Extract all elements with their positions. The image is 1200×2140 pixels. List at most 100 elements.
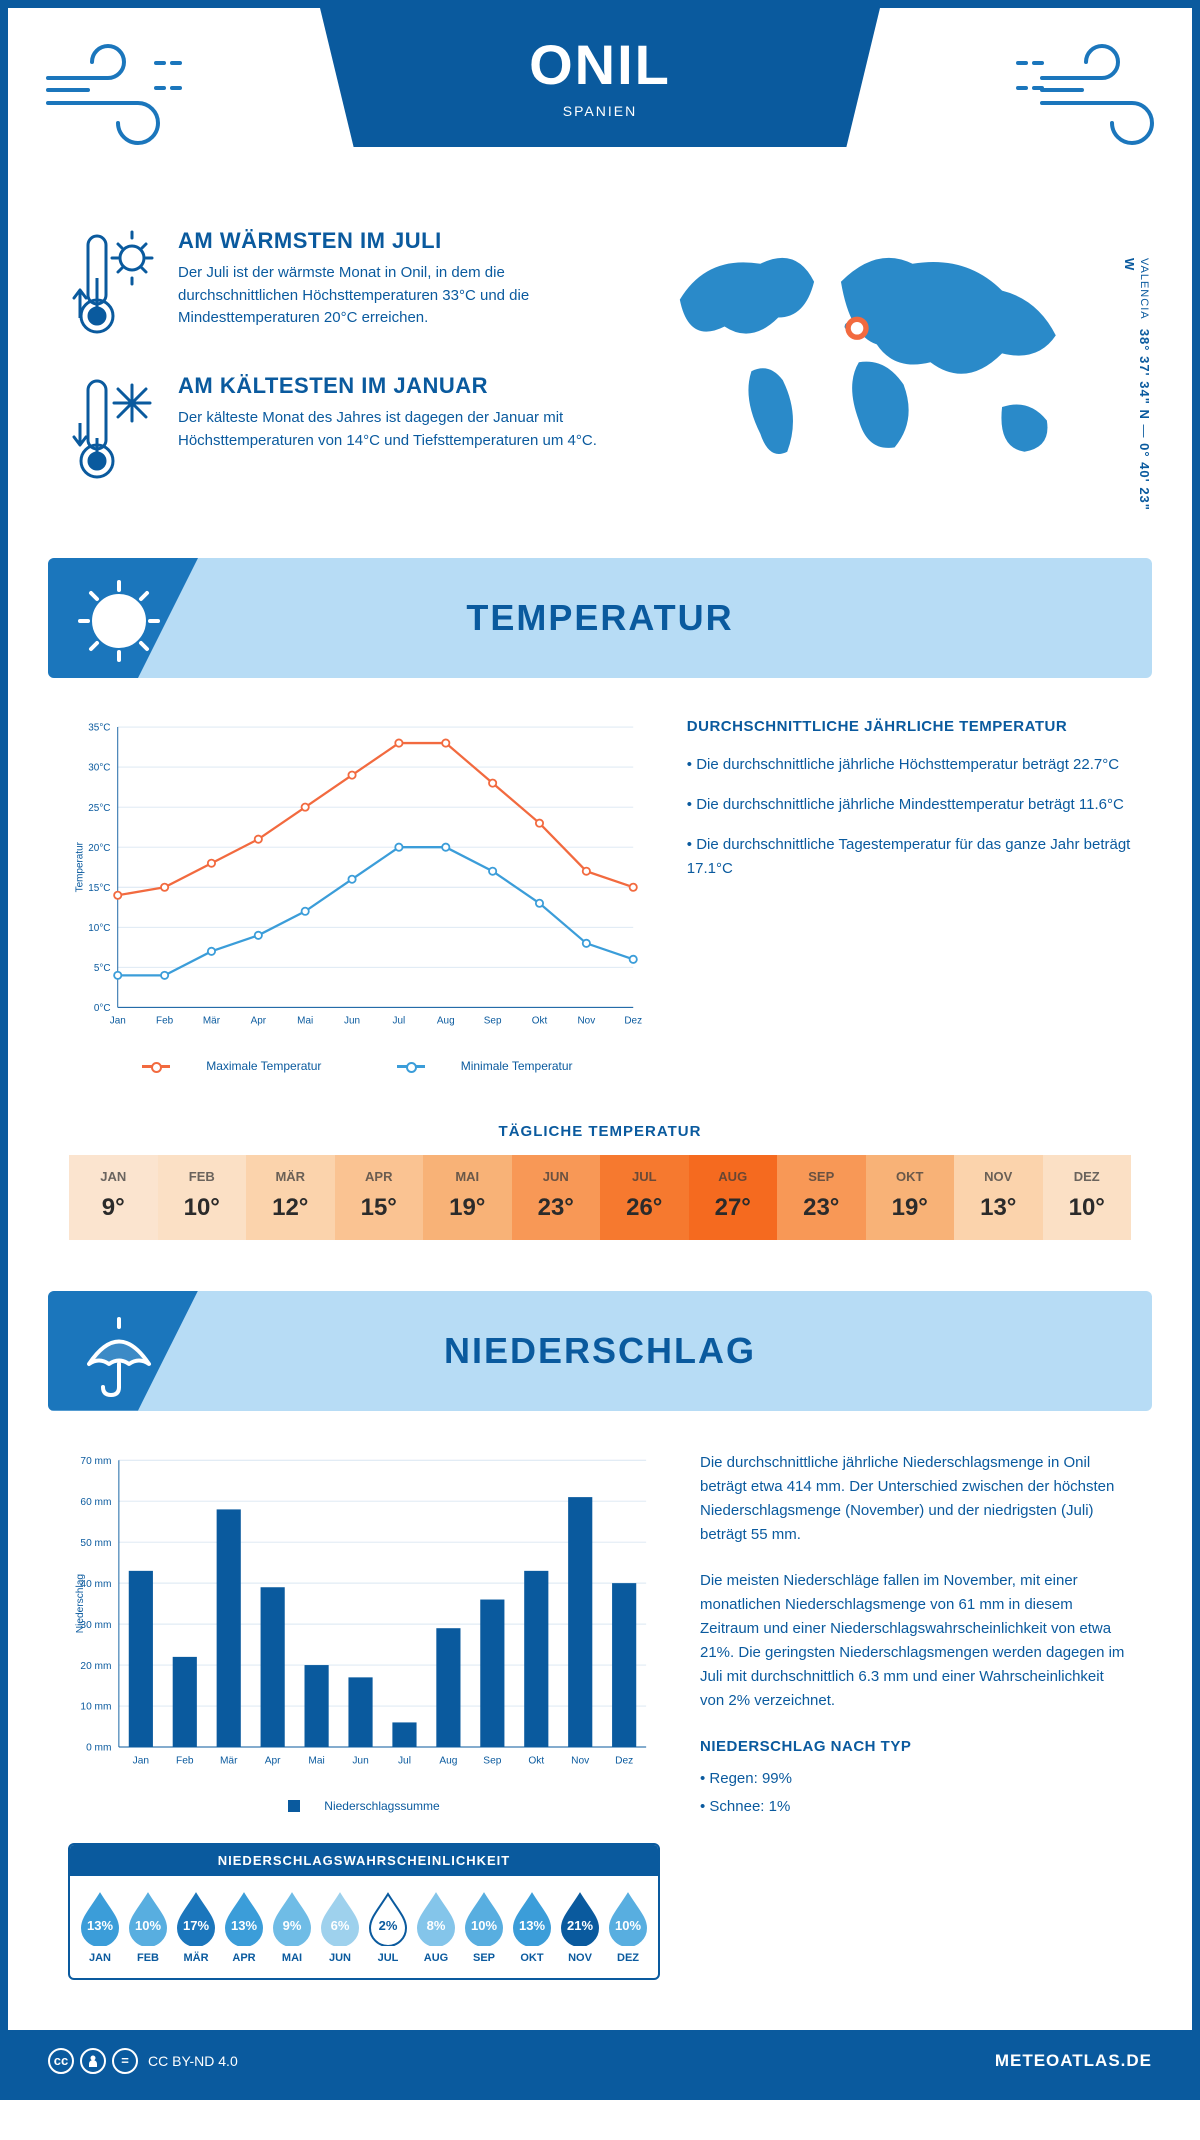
svg-text:10 mm: 10 mm — [80, 1701, 111, 1712]
svg-text:10°C: 10°C — [88, 923, 110, 934]
section-title-temperature: TEMPERATUR — [48, 597, 1152, 639]
temperature-facts: DURCHSCHNITTLICHE JÄHRLICHE TEMPERATUR •… — [687, 718, 1132, 1073]
svg-text:17%: 17% — [183, 1918, 209, 1933]
svg-text:30°C: 30°C — [88, 763, 110, 774]
temp-cell: NOV13° — [954, 1155, 1043, 1240]
svg-text:6%: 6% — [331, 1918, 350, 1933]
svg-text:70 mm: 70 mm — [80, 1456, 111, 1467]
probability-drop: 13% OKT — [508, 1890, 556, 1964]
page-title: ONIL — [320, 32, 880, 97]
probability-drop: 10% FEB — [124, 1890, 172, 1964]
coordinates: VALENCIA 38° 37' 34" N — 0° 40' 23" W — [1122, 258, 1152, 518]
umbrella-icon — [74, 1309, 164, 1404]
svg-text:13%: 13% — [519, 1918, 545, 1933]
precipitation-bar-chart: 0 mm10 mm20 mm30 mm40 mm50 mm60 mm70 mmJ… — [68, 1451, 660, 1784]
svg-text:8%: 8% — [427, 1918, 446, 1933]
svg-text:Mär: Mär — [203, 1016, 221, 1027]
temp-cell: AUG27° — [689, 1155, 778, 1240]
svg-text:13%: 13% — [231, 1918, 257, 1933]
svg-text:Mai: Mai — [297, 1016, 313, 1027]
thermometer-hot-icon — [68, 228, 158, 343]
svg-text:60 mm: 60 mm — [80, 1496, 111, 1507]
svg-text:20 mm: 20 mm — [80, 1660, 111, 1671]
section-title-precipitation: NIEDERSCHLAG — [48, 1330, 1152, 1372]
svg-text:Sep: Sep — [483, 1755, 501, 1766]
svg-text:20°C: 20°C — [88, 843, 110, 854]
infographic-frame: ONIL SPANIEN — [0, 0, 1200, 2100]
svg-text:Nov: Nov — [571, 1755, 590, 1766]
svg-text:Nov: Nov — [578, 1016, 596, 1027]
cc-icons: cc = — [48, 2048, 138, 2074]
svg-text:Aug: Aug — [439, 1755, 457, 1766]
wind-icon — [1012, 38, 1162, 163]
svg-text:2%: 2% — [379, 1918, 398, 1933]
page-subtitle: SPANIEN — [320, 103, 880, 119]
probability-drop: 9% MAI — [268, 1890, 316, 1964]
svg-text:Niederschlag: Niederschlag — [75, 1574, 86, 1633]
probability-drop: 6% JUN — [316, 1890, 364, 1964]
precip-chart-legend: Niederschlagssumme — [68, 1799, 660, 1813]
site-name: METEOATLAS.DE — [995, 2051, 1152, 2071]
probability-drop: 13% APR — [220, 1890, 268, 1964]
temp-cell: FEB10° — [158, 1155, 247, 1240]
temp-cell: JUL26° — [600, 1155, 689, 1240]
svg-text:13%: 13% — [87, 1918, 113, 1933]
precipitation-band: NIEDERSCHLAG — [48, 1291, 1152, 1411]
probability-drop: 8% AUG — [412, 1890, 460, 1964]
footer: cc = CC BY-ND 4.0 METEOATLAS.DE — [8, 2030, 1192, 2092]
svg-text:Okt: Okt — [528, 1755, 544, 1766]
probability-drop: 10% DEZ — [604, 1890, 652, 1964]
temp-cell: OKT19° — [866, 1155, 955, 1240]
svg-text:15°C: 15°C — [88, 883, 110, 894]
svg-text:Jun: Jun — [352, 1755, 368, 1766]
world-map — [644, 228, 1132, 484]
probability-drop: 13% JAN — [76, 1890, 124, 1964]
intro-section: AM WÄRMSTEN IM JULI Der Juli ist der wär… — [8, 208, 1192, 558]
svg-text:Aug: Aug — [437, 1016, 455, 1027]
license-label: CC BY-ND 4.0 — [148, 2053, 238, 2069]
svg-text:10%: 10% — [615, 1918, 641, 1933]
probability-drop: 2% JUL — [364, 1890, 412, 1964]
warmest-block: AM WÄRMSTEN IM JULI Der Juli ist der wär… — [68, 228, 604, 343]
svg-text:35°C: 35°C — [88, 723, 110, 734]
svg-text:Sep: Sep — [484, 1016, 502, 1027]
sun-icon — [74, 576, 164, 671]
svg-text:Feb: Feb — [176, 1755, 194, 1766]
svg-text:10%: 10% — [135, 1918, 161, 1933]
svg-text:10%: 10% — [471, 1918, 497, 1933]
svg-text:Jan: Jan — [133, 1755, 149, 1766]
probability-drop: 10% SEP — [460, 1890, 508, 1964]
temp-cell: MAI19° — [423, 1155, 512, 1240]
svg-text:Okt: Okt — [532, 1016, 548, 1027]
svg-text:Jul: Jul — [398, 1755, 411, 1766]
svg-text:0°C: 0°C — [94, 1003, 111, 1014]
svg-text:Dez: Dez — [624, 1016, 642, 1027]
precipitation-text: Die durchschnittliche jährliche Niedersc… — [700, 1451, 1132, 1980]
svg-text:5°C: 5°C — [94, 963, 111, 974]
wind-icon — [38, 38, 188, 163]
svg-text:Jan: Jan — [110, 1016, 126, 1027]
temp-chart-legend: Maximale Temperatur Minimale Temperatur — [68, 1059, 647, 1073]
temp-cell: JUN23° — [512, 1155, 601, 1240]
svg-text:Jul: Jul — [393, 1016, 406, 1027]
svg-text:Apr: Apr — [251, 1016, 267, 1027]
svg-text:Apr: Apr — [265, 1755, 281, 1766]
svg-text:0 mm: 0 mm — [86, 1742, 111, 1753]
svg-text:9%: 9% — [283, 1918, 302, 1933]
svg-text:Mai: Mai — [308, 1755, 324, 1766]
temp-cell: APR15° — [335, 1155, 424, 1240]
warmest-title: AM WÄRMSTEN IM JULI — [178, 228, 598, 254]
coldest-text: Der kälteste Monat des Jahres ist dagege… — [178, 407, 598, 452]
svg-text:25°C: 25°C — [88, 803, 110, 814]
svg-text:Feb: Feb — [156, 1016, 174, 1027]
coldest-block: AM KÄLTESTEN IM JANUAR Der kälteste Mona… — [68, 373, 604, 488]
header: ONIL SPANIEN — [8, 8, 1192, 208]
coldest-title: AM KÄLTESTEN IM JANUAR — [178, 373, 598, 399]
temp-cell: SEP23° — [777, 1155, 866, 1240]
temp-cell: MÄR12° — [246, 1155, 335, 1240]
daily-temp-title: TÄGLICHE TEMPERATUR — [8, 1123, 1192, 1140]
svg-text:Dez: Dez — [615, 1755, 633, 1766]
temp-cell: DEZ10° — [1043, 1155, 1132, 1240]
temperature-band: TEMPERATUR — [48, 558, 1152, 678]
temperature-line-chart: 0°C 5°C 10°C 15°C 20°C 25°C 30°C 35°C Jan Feb Mär A… — [68, 718, 647, 1044]
